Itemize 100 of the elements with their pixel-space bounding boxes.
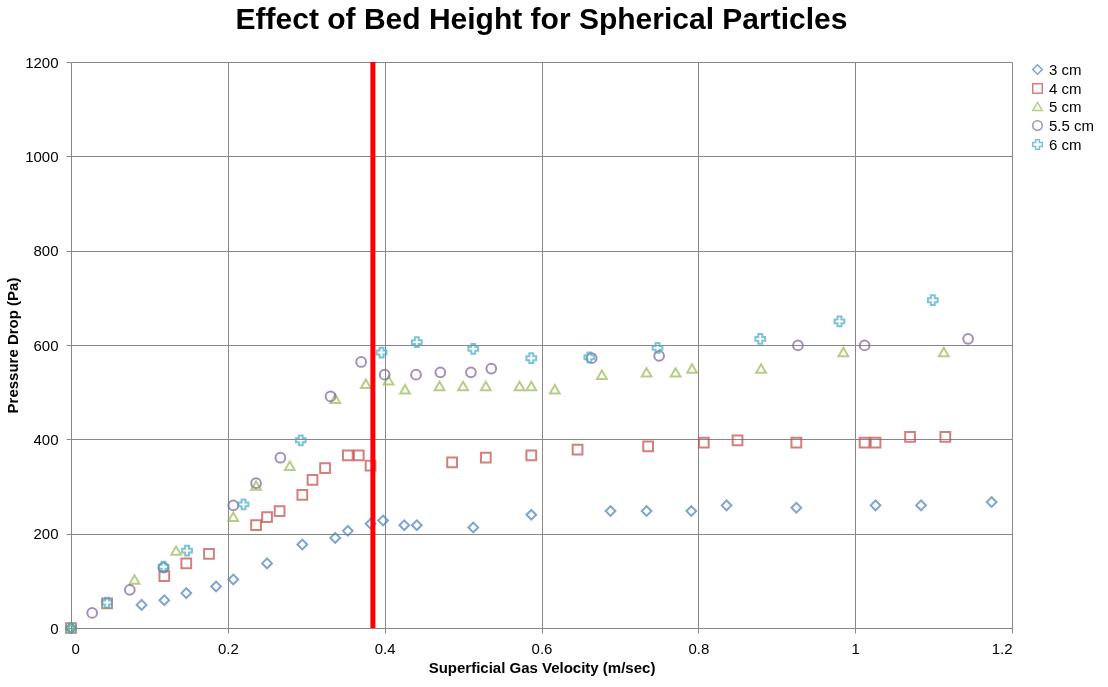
point: [250, 519, 262, 532]
y-axis-title: Pressure Drop (Pa): [4, 277, 22, 414]
point: [433, 380, 446, 392]
point: [364, 459, 377, 472]
y-tick-label: 200: [33, 525, 59, 543]
point: [937, 346, 950, 358]
point: [755, 363, 767, 374]
point: [790, 436, 803, 449]
point: [398, 519, 411, 532]
legend-label: 5.5 cm: [1049, 116, 1095, 134]
point: [686, 363, 698, 374]
x-tick-label: 1: [851, 639, 860, 657]
point: [158, 594, 171, 607]
point: [596, 369, 608, 380]
point: [833, 315, 846, 328]
point: [837, 346, 850, 358]
point: [904, 431, 916, 443]
x-tick-label: 0.8: [688, 639, 710, 657]
legend-label: 6 cm: [1049, 135, 1082, 153]
point: [324, 390, 337, 403]
point: [319, 462, 331, 474]
point: [86, 607, 99, 619]
point: [446, 456, 458, 469]
x-tick-label: 1.2: [991, 639, 1013, 657]
point: [858, 436, 871, 449]
point: [604, 505, 617, 517]
y-tick-label: 1200: [25, 53, 59, 71]
point: [410, 368, 422, 381]
point: [170, 545, 182, 556]
y-tick-label: 800: [33, 242, 59, 260]
legend-label: 4 cm: [1049, 79, 1082, 97]
point: [685, 505, 698, 517]
point: [858, 339, 871, 352]
point: [869, 436, 882, 449]
point: [382, 375, 395, 386]
point: [640, 367, 653, 378]
y-tick-label: 400: [33, 430, 59, 448]
point: [329, 532, 342, 544]
point: [296, 489, 309, 501]
point: [329, 393, 342, 404]
point: [651, 341, 664, 354]
legend-label: 5 cm: [1049, 97, 1082, 115]
point: [485, 362, 498, 375]
point: [525, 352, 538, 365]
point: [273, 505, 286, 517]
point: [210, 580, 222, 593]
y-tick-label: 1000: [25, 147, 59, 165]
point: [525, 380, 538, 392]
point: [962, 333, 974, 345]
point: [283, 460, 296, 471]
point: [181, 544, 193, 557]
point: [720, 499, 733, 512]
point: [513, 380, 526, 392]
point: [669, 367, 682, 378]
point: [869, 499, 882, 512]
point: [939, 431, 952, 443]
point: [341, 449, 354, 462]
point: [135, 599, 148, 611]
point: [525, 449, 538, 462]
point: [479, 380, 492, 392]
point: [123, 583, 136, 596]
x-tick-label: 0.2: [217, 639, 239, 657]
point: [227, 511, 240, 522]
point: [352, 449, 365, 462]
point: [525, 508, 538, 521]
point: [479, 451, 492, 464]
x-tick-label: 0.4: [374, 639, 396, 657]
point: [571, 443, 584, 456]
point: [227, 499, 240, 512]
point: [399, 384, 411, 395]
point: [180, 587, 193, 599]
point: [985, 496, 998, 508]
y-tick-label: 0: [50, 619, 59, 637]
x-axis-title: Superficial Gas Velocity (m/sec): [428, 658, 656, 676]
point: [158, 570, 171, 582]
point: [227, 573, 240, 586]
point: [434, 366, 447, 379]
point: [203, 548, 215, 560]
point: [128, 574, 141, 585]
point: [355, 356, 368, 368]
point: [378, 368, 391, 381]
x-tick-label: 0.6: [531, 639, 553, 657]
point: [697, 436, 710, 449]
point: [364, 517, 377, 530]
point: [467, 342, 480, 355]
point: [790, 501, 803, 514]
point: [915, 499, 927, 512]
point: [457, 380, 469, 392]
point: [792, 339, 804, 352]
point: [410, 336, 423, 349]
point: [467, 521, 480, 534]
chart-title: Effect of Bed Height for Spherical Particles: [235, 2, 848, 35]
x-tick-label: 0: [71, 639, 80, 657]
point: [261, 557, 273, 570]
point: [653, 349, 665, 362]
point: [296, 538, 309, 551]
legend-label: 3 cm: [1049, 60, 1082, 78]
point: [640, 505, 653, 517]
point: [375, 346, 388, 359]
point: [359, 378, 372, 389]
